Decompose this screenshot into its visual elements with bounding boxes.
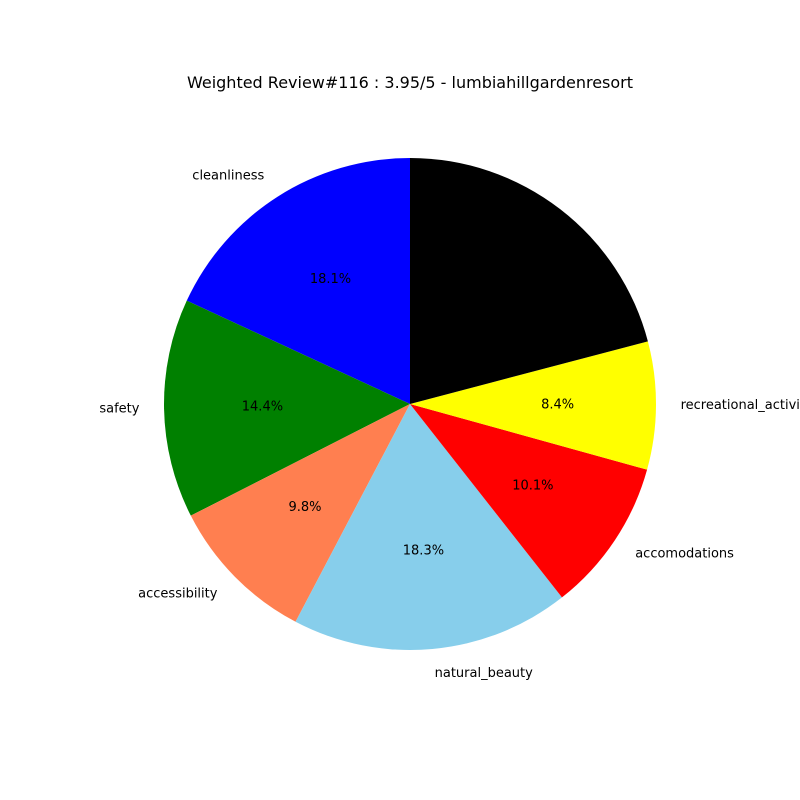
slice-labels: cleanliness 18.1% safety 14.4% accessibility…: [99, 168, 800, 681]
pie-slice-natural-beauty: [295, 404, 562, 651]
pie-slice-recreational-activities: [410, 341, 657, 470]
pie-slice-accessibility: [190, 404, 410, 622]
slice-label-cleanliness: cleanliness: [192, 168, 264, 183]
slice-label-accomodations: accomodations: [635, 546, 734, 561]
slice-label-accessibility: accessibility: [138, 587, 218, 602]
pie-slices: [164, 158, 657, 651]
slice-label-natural-beauty: natural_beauty: [435, 666, 534, 681]
pie-slice-unlabeled: [410, 158, 648, 404]
slice-percent-recreational-activities: 8.4%: [541, 397, 574, 412]
slice-percent-natural-beauty: 18.3%: [403, 543, 444, 558]
pie-slice-cleanliness: [186, 158, 410, 404]
slice-label-safety: safety: [99, 402, 139, 417]
chart-title: Weighted Review#116 : 3.95/5 - lumbiahil…: [187, 73, 633, 92]
slice-percent-safety: 14.4%: [242, 399, 283, 414]
pie-slice-safety: [164, 300, 410, 516]
slice-percent-accessibility: 9.8%: [288, 500, 321, 515]
pie-slice-accomodations: [410, 404, 648, 598]
slice-label-recreational-activities: recreational_activities: [681, 398, 800, 413]
slice-percent-cleanliness: 18.1%: [310, 272, 351, 287]
slice-percent-accomodations: 10.1%: [512, 478, 553, 493]
